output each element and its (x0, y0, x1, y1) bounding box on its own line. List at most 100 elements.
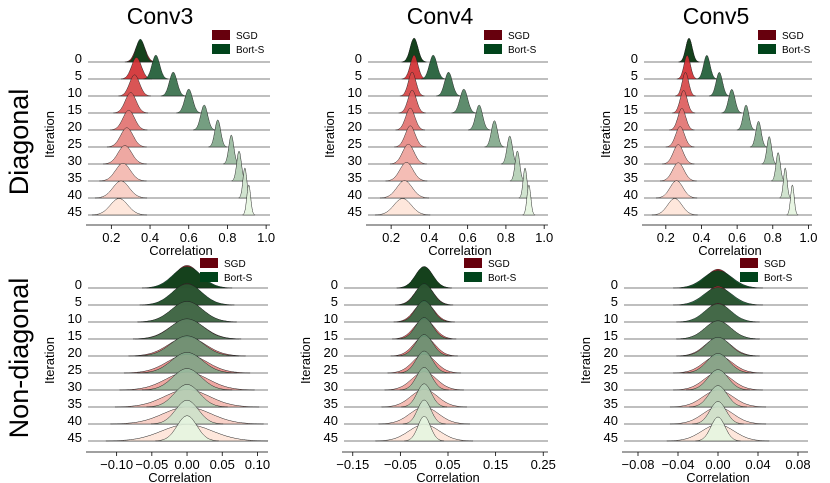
bort-s-ridge (155, 415, 219, 442)
bort-s-ridge (141, 368, 233, 391)
legend-label: Bort-S (488, 273, 517, 284)
sgd-ridge (385, 162, 428, 182)
iteration-label: 25 (324, 362, 338, 377)
bort-s-ridge (685, 369, 751, 391)
bort-s-ridge (509, 150, 525, 182)
iteration-label: 5 (75, 294, 82, 309)
x-tick-label: −0.05 (384, 457, 417, 472)
iteration-label: 10 (68, 85, 82, 100)
y-axis-label: Iteration (298, 337, 313, 384)
y-axis-label: Iteration (578, 337, 593, 384)
x-tick-label: −0.05 (135, 457, 168, 472)
bort-s-ridge (396, 334, 452, 357)
bort-s-ridge (396, 283, 452, 306)
x-axis-label: Correlation (686, 470, 750, 483)
bort-s-ridge (679, 336, 757, 357)
y-axis-label: Iteration (322, 111, 337, 158)
sgd-ridge (674, 72, 696, 97)
x-tick-label: 0.6 (459, 230, 477, 245)
bort-s-ridge (396, 317, 452, 340)
x-tick-label: 0.25 (531, 457, 556, 472)
sgd-ridge (394, 125, 427, 148)
bort-s-ridge (678, 38, 700, 63)
x-axis-label: Correlation (698, 243, 762, 258)
iteration-label: 15 (624, 102, 638, 117)
legend: SGD Bort-S (740, 258, 793, 284)
iteration-label: 45 (68, 430, 82, 445)
iteration-label: 25 (348, 136, 362, 151)
x-tick-label: 0.2 (382, 230, 400, 245)
row-title-non-diagonal: Non-diagonal (4, 278, 34, 439)
x-tick-label: 0.08 (785, 457, 810, 472)
x-tick-label: 0.6 (180, 230, 198, 245)
bort-s-ridge (467, 104, 491, 131)
iteration-label: 20 (604, 345, 618, 360)
iteration-label: 5 (611, 294, 618, 309)
sgd-ridge (399, 71, 425, 97)
iteration-label: 10 (348, 85, 362, 100)
panel-6: 0 5 10 15 20 25 30 35 40 45 Iteration −0.08 −0.04 0.0… (578, 258, 811, 483)
legend-swatch (200, 258, 218, 268)
iteration-label: 40 (68, 187, 82, 202)
bort-s-ridge (401, 383, 448, 408)
legend: SGD Bort-S (200, 258, 253, 284)
bort-s-ridge (143, 54, 169, 80)
iteration-label: 15 (324, 328, 338, 343)
x-tick-label: −0.04 (662, 457, 695, 472)
x-tick-label: 1.0 (535, 230, 553, 245)
x-tick-label: 0.4 (692, 230, 710, 245)
x-tick-label: 0.15 (483, 457, 508, 472)
x-axis-label: Correlation (149, 243, 213, 258)
sgd-ridge (118, 74, 151, 97)
bort-s-ridge (695, 416, 741, 442)
bort-s-ridge (522, 184, 536, 216)
iteration-label: 40 (348, 187, 362, 202)
legend-label: SGD (488, 259, 510, 270)
legend-label: Bort-S (508, 45, 537, 56)
iteration-label: 5 (75, 68, 82, 83)
x-tick-label: 0.2 (657, 230, 675, 245)
y-axis-label: Iteration (598, 111, 613, 158)
iteration-label: 20 (348, 119, 362, 134)
bort-s-ridge (139, 283, 235, 306)
iteration-label: 5 (331, 294, 338, 309)
bort-s-ridge (399, 367, 449, 391)
legend-label: Bort-S (224, 273, 253, 284)
x-axis-label: Correlation (416, 470, 480, 483)
bort-s-ridge (176, 88, 202, 114)
bort-s-ridge (484, 120, 505, 148)
iteration-label: 10 (624, 85, 638, 100)
bort-s-ridge (126, 38, 155, 63)
iteration-label: 30 (624, 153, 638, 168)
bort-s-ridge (134, 335, 240, 357)
legend-label: SGD (764, 259, 786, 270)
iteration-label: 35 (68, 396, 82, 411)
bort-s-ridge (401, 37, 427, 63)
iteration-label: 35 (624, 170, 638, 185)
legend-swatch (464, 258, 482, 268)
legend-label: SGD (224, 259, 246, 270)
bort-s-ridge (676, 303, 760, 323)
iteration-label: 20 (68, 345, 82, 360)
legend-swatch (740, 258, 758, 268)
legend-swatch (758, 30, 776, 40)
bort-s-ridge (436, 71, 462, 97)
iteration-label: 45 (604, 430, 618, 445)
legend: SGD Bort-S (212, 30, 265, 56)
bort-s-ridge (761, 136, 777, 165)
legend: SGD Bort-S (464, 258, 517, 284)
iteration-label: 40 (68, 413, 82, 428)
legend-swatch (464, 272, 482, 282)
iteration-label: 35 (324, 396, 338, 411)
sgd-ridge (669, 108, 695, 131)
iteration-label: 30 (324, 379, 338, 394)
iteration-label: 35 (68, 170, 82, 185)
bort-s-ridge (160, 71, 186, 97)
sgd-ridge (374, 198, 431, 216)
iteration-label: 20 (68, 119, 82, 134)
sgd-ridge (651, 198, 698, 216)
x-tick-label: 0.05 (210, 457, 235, 472)
iteration-label: 30 (68, 379, 82, 394)
iteration-label: 45 (324, 430, 338, 445)
iteration-label: 30 (68, 153, 82, 168)
